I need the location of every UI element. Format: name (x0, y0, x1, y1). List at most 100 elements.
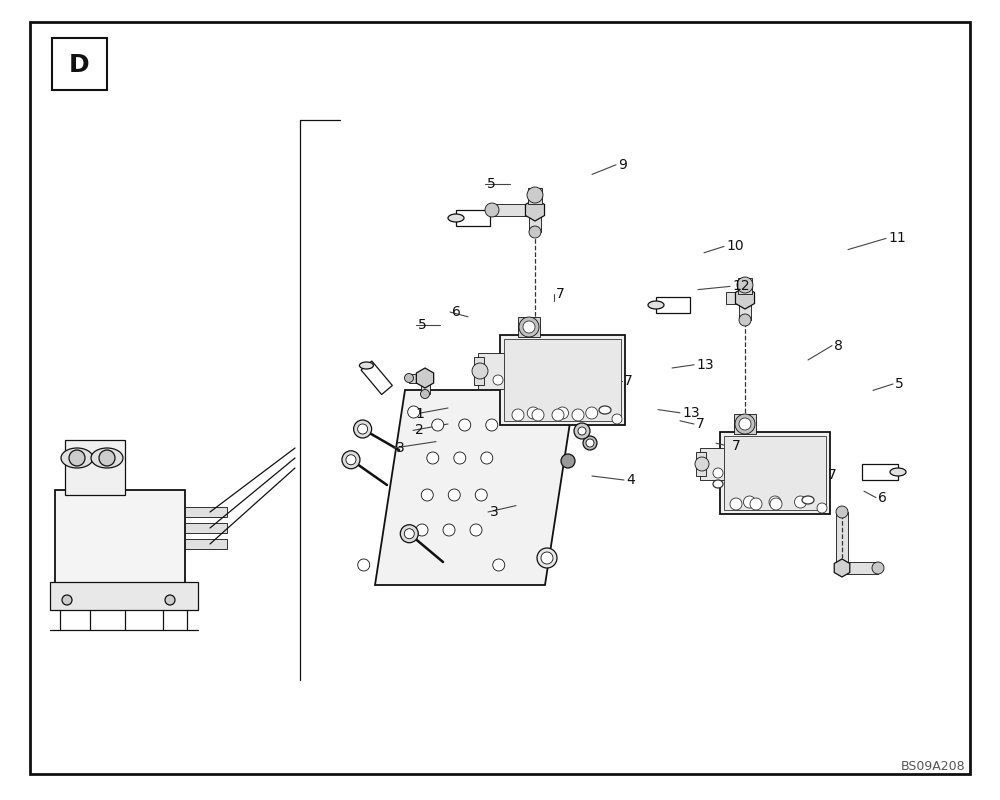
Circle shape (472, 363, 488, 379)
Circle shape (532, 409, 544, 421)
Circle shape (416, 524, 428, 536)
Bar (842, 562, 878, 574)
Circle shape (561, 454, 575, 468)
Bar (55, 490, 185, 585)
Text: 7: 7 (732, 439, 741, 454)
Ellipse shape (648, 301, 664, 309)
Text: BS09A208: BS09A208 (900, 760, 965, 773)
Bar (50, 582, 198, 610)
Bar (185, 507, 227, 517)
Text: 11: 11 (888, 231, 906, 246)
Polygon shape (862, 464, 898, 480)
Circle shape (574, 423, 590, 439)
Circle shape (404, 374, 414, 382)
Circle shape (572, 409, 584, 421)
Circle shape (735, 414, 755, 434)
Text: 7: 7 (828, 468, 837, 482)
Ellipse shape (359, 362, 373, 369)
Circle shape (342, 450, 360, 469)
Bar (836, 512, 848, 568)
Bar (185, 523, 227, 533)
Circle shape (481, 452, 493, 464)
Text: 13: 13 (696, 358, 714, 372)
Circle shape (527, 187, 543, 203)
Ellipse shape (91, 448, 123, 468)
Bar (518, 317, 540, 337)
Text: D: D (69, 53, 89, 77)
Circle shape (493, 375, 503, 385)
Text: 3: 3 (490, 505, 499, 519)
Circle shape (836, 506, 848, 518)
Text: 7: 7 (556, 287, 565, 302)
Ellipse shape (599, 406, 611, 414)
Polygon shape (361, 361, 392, 394)
Polygon shape (456, 210, 490, 226)
Circle shape (744, 496, 756, 508)
Circle shape (527, 407, 539, 419)
Circle shape (485, 203, 499, 217)
Bar (409, 374, 425, 382)
Circle shape (408, 406, 420, 418)
Circle shape (400, 525, 418, 542)
Circle shape (872, 562, 884, 574)
Bar (474, 357, 484, 385)
Circle shape (354, 420, 372, 438)
Polygon shape (656, 297, 690, 313)
Circle shape (586, 439, 594, 447)
Circle shape (713, 468, 723, 478)
Circle shape (454, 452, 466, 464)
Text: 5: 5 (895, 377, 904, 391)
Circle shape (612, 414, 622, 424)
Circle shape (769, 496, 781, 508)
Circle shape (165, 595, 175, 605)
Text: 13: 13 (682, 406, 700, 420)
Circle shape (578, 427, 586, 435)
Text: 10: 10 (726, 239, 744, 254)
Text: 5: 5 (418, 318, 427, 332)
Bar (52, 38, 107, 90)
Bar (734, 414, 756, 434)
Ellipse shape (890, 468, 906, 476)
Polygon shape (375, 390, 575, 585)
Text: 7: 7 (696, 417, 705, 431)
Polygon shape (735, 287, 755, 309)
Bar (492, 204, 535, 216)
Circle shape (519, 317, 539, 337)
Circle shape (794, 496, 806, 508)
Bar (739, 298, 751, 320)
Circle shape (750, 498, 762, 510)
Circle shape (537, 548, 557, 568)
Ellipse shape (802, 496, 814, 504)
Circle shape (69, 450, 85, 466)
Circle shape (475, 489, 487, 501)
Ellipse shape (448, 214, 464, 222)
Bar (65, 440, 125, 495)
Circle shape (427, 452, 439, 464)
Ellipse shape (713, 480, 723, 488)
Bar (726, 292, 746, 304)
Circle shape (695, 457, 709, 471)
Circle shape (552, 409, 564, 421)
Bar (696, 452, 706, 476)
Bar (420, 378, 430, 394)
Circle shape (62, 595, 72, 605)
Text: 8: 8 (834, 338, 843, 353)
Circle shape (432, 419, 444, 431)
Circle shape (523, 321, 535, 333)
Text: 9: 9 (618, 158, 627, 172)
Text: 6: 6 (878, 490, 887, 505)
Text: 7: 7 (624, 374, 633, 388)
Circle shape (586, 407, 598, 419)
Circle shape (420, 390, 430, 398)
Text: 12: 12 (732, 279, 750, 294)
Circle shape (486, 419, 498, 431)
Bar (720, 432, 830, 514)
Polygon shape (416, 368, 434, 388)
Bar (529, 210, 541, 232)
Circle shape (817, 503, 827, 513)
Circle shape (512, 409, 524, 421)
Circle shape (459, 419, 471, 431)
Circle shape (541, 552, 553, 564)
Circle shape (99, 450, 115, 466)
Circle shape (448, 489, 460, 501)
